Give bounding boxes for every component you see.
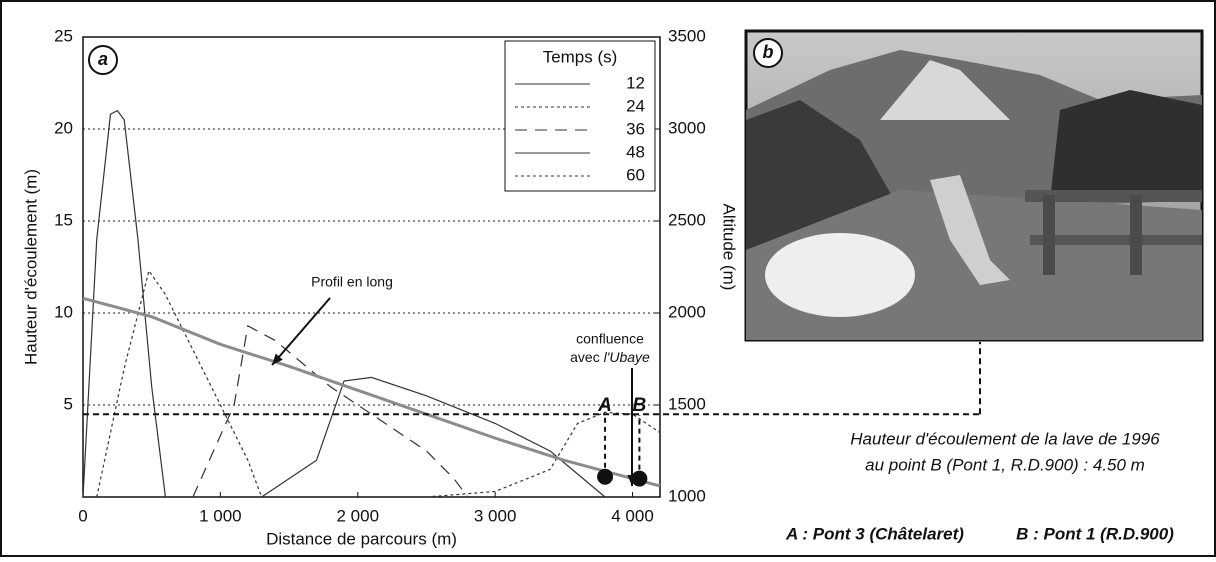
- caption: au point B (Pont 1, R.D.900) : 4.50 m: [865, 455, 1145, 474]
- panel-label: a: [98, 49, 108, 69]
- point-marker: [597, 468, 614, 485]
- photo: b: [744, 29, 1204, 342]
- y-axis-title: Hauteur d'écoulement (m): [21, 169, 40, 365]
- caption: B : Pont 1 (R.D.900): [1016, 524, 1174, 543]
- x-tick-label: 3 000: [474, 506, 517, 525]
- data-line: [261, 376, 606, 498]
- annotation-part: l'Ubaye: [604, 349, 650, 365]
- x-tick-label: 1 000: [199, 506, 242, 525]
- x-tick-label: 2 000: [336, 506, 379, 525]
- data-line: [82, 109, 167, 498]
- x-tick-label: 4 000: [611, 506, 654, 525]
- legend-label: 24: [626, 96, 645, 115]
- y2-tick-label: 1000: [668, 486, 706, 505]
- y-tick-label: 25: [54, 26, 73, 45]
- x-axis-title: Distance de parcours (m): [266, 529, 457, 548]
- point-marker: [631, 470, 648, 487]
- arrow-head: [272, 353, 283, 365]
- legend-box: [504, 40, 656, 192]
- panel-badge: [88, 45, 118, 75]
- panel-label: b: [763, 42, 774, 62]
- point-label: B: [633, 395, 647, 416]
- arrow: [271, 297, 331, 366]
- x-tick-label: 0: [78, 506, 87, 525]
- y2-tick-label: 1500: [668, 394, 706, 413]
- legend-label: 12: [626, 73, 645, 92]
- y2-tick-label: 2500: [668, 210, 706, 229]
- y-tick-label: 5: [64, 394, 73, 413]
- caption: A : Pont 3 (Châtelaret): [785, 524, 964, 543]
- y-tick-label: 10: [54, 302, 73, 321]
- legend-title: Temps (s): [543, 47, 618, 66]
- plot-frame: [82, 36, 661, 498]
- legend-label: 48: [626, 142, 645, 161]
- data-line: [192, 324, 469, 498]
- arrow-head: [627, 474, 637, 486]
- annotation: Profil en long: [311, 274, 393, 290]
- y2-tick-label: 2000: [668, 302, 706, 321]
- data-line: [426, 411, 661, 498]
- annotation-part: avec: [570, 349, 600, 365]
- y2-axis-title: Altitude (m): [720, 204, 739, 291]
- y-tick-label: 20: [54, 118, 73, 137]
- legend-label: 36: [626, 119, 645, 138]
- y2-tick-label: 3000: [668, 118, 706, 137]
- legend-label: 60: [626, 165, 645, 184]
- annotation: avec l'Ubaye: [570, 349, 650, 365]
- annotation: confluence: [576, 331, 644, 347]
- data-line: [82, 296, 661, 488]
- y-tick-label: 15: [54, 210, 73, 229]
- point-label: A: [597, 395, 612, 416]
- y2-tick-label: 3500: [668, 26, 706, 45]
- caption: Hauteur d'écoulement de la lave de 1996: [850, 429, 1160, 448]
